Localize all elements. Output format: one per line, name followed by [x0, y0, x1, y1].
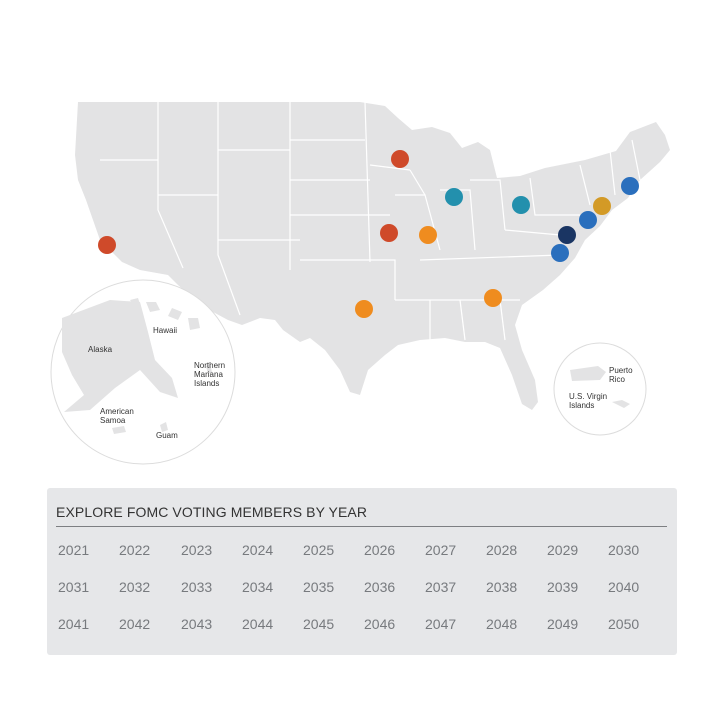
marker-cleveland[interactable]	[512, 196, 530, 214]
year-link-2042[interactable]: 2042	[119, 616, 151, 632]
year-link-2027[interactable]: 2027	[425, 542, 457, 558]
year-link-2043[interactable]: 2043	[181, 616, 213, 632]
us-map: Hawaii Alaska Northern Mariana Islands A…	[50, 101, 670, 465]
year-link-2049[interactable]: 2049	[547, 616, 579, 632]
mariana-shape	[206, 364, 212, 374]
marker-group	[98, 150, 639, 318]
year-link-2048[interactable]: 2048	[486, 616, 518, 632]
panel-divider	[56, 526, 667, 527]
label-islands: Islands	[194, 379, 219, 388]
year-explorer-panel: EXPLORE FOMC VOTING MEMBERS BY YEAR 2021…	[47, 488, 677, 655]
year-link-2039[interactable]: 2039	[547, 579, 579, 595]
label-rico: Rico	[609, 375, 626, 384]
year-link-2038[interactable]: 2038	[486, 579, 518, 595]
year-link-2031[interactable]: 2031	[58, 579, 90, 595]
year-link-2021[interactable]: 2021	[58, 542, 90, 558]
marker-board-of-governors[interactable]	[558, 226, 576, 244]
year-row: 2021 2022 2023 2024 2025 2026 2027 2028 2029 2030	[47, 542, 677, 579]
label-american: American	[100, 407, 134, 416]
year-link-2045[interactable]: 2045	[303, 616, 335, 632]
puerto-rico-shape	[570, 366, 606, 381]
marker-st-louis[interactable]	[419, 226, 437, 244]
year-link-2030[interactable]: 2030	[608, 542, 640, 558]
year-link-2047[interactable]: 2047	[425, 616, 457, 632]
year-link-2050[interactable]: 2050	[608, 616, 640, 632]
year-link-2034[interactable]: 2034	[242, 579, 274, 595]
year-row: 2031 2032 2033 2034 2035 2036 2037 2038 2039 2040	[47, 579, 677, 616]
year-grid: 2021 2022 2023 2024 2025 2026 2027 2028 2029 2030…	[47, 542, 677, 653]
year-link-2033[interactable]: 2033	[181, 579, 213, 595]
caribbean-inset	[553, 342, 647, 436]
label-alaska: Alaska	[88, 345, 113, 354]
year-link-2023[interactable]: 2023	[181, 542, 213, 558]
marker-kansas-city[interactable]	[380, 224, 398, 242]
hawaii-shape	[130, 298, 200, 330]
year-link-2029[interactable]: 2029	[547, 542, 579, 558]
guam-shape	[160, 422, 168, 432]
year-link-2026[interactable]: 2026	[364, 542, 396, 558]
year-link-2024[interactable]: 2024	[242, 542, 274, 558]
label-northern: Northern	[194, 361, 225, 370]
marker-new-york[interactable]	[593, 197, 611, 215]
year-link-2041[interactable]: 2041	[58, 616, 90, 632]
year-link-2035[interactable]: 2035	[303, 579, 335, 595]
year-link-2044[interactable]: 2044	[242, 616, 274, 632]
marker-philadelphia[interactable]	[579, 211, 597, 229]
marker-atlanta[interactable]	[484, 289, 502, 307]
panel-title: EXPLORE FOMC VOTING MEMBERS BY YEAR	[56, 504, 368, 520]
label-hawaii: Hawaii	[153, 326, 177, 335]
year-link-2046[interactable]: 2046	[364, 616, 396, 632]
label-guam: Guam	[156, 431, 178, 440]
year-link-2028[interactable]: 2028	[486, 542, 518, 558]
samoa-shape	[112, 426, 126, 434]
state-borders	[100, 101, 641, 341]
year-link-2040[interactable]: 2040	[608, 579, 640, 595]
marker-boston[interactable]	[621, 177, 639, 195]
marker-dallas[interactable]	[355, 300, 373, 318]
label-puerto: Puerto	[609, 366, 633, 375]
mainland-us-shape	[75, 102, 670, 410]
year-link-2032[interactable]: 2032	[119, 579, 151, 595]
year-link-2037[interactable]: 2037	[425, 579, 457, 595]
year-link-2025[interactable]: 2025	[303, 542, 335, 558]
year-link-2036[interactable]: 2036	[364, 579, 396, 595]
year-link-2022[interactable]: 2022	[119, 542, 151, 558]
label-mariana: Mariana	[194, 370, 223, 379]
marker-san-francisco[interactable]	[98, 236, 116, 254]
label-samoa: Samoa	[100, 416, 126, 425]
alaska-shape	[62, 300, 178, 412]
marker-richmond[interactable]	[551, 244, 569, 262]
marker-minneapolis[interactable]	[391, 150, 409, 168]
label-us-virgin: U.S. Virgin	[569, 392, 607, 401]
year-row: 2041 2042 2043 2044 2045 2046 2047 2048 2049 2050	[47, 616, 677, 653]
virgin-islands-shape	[612, 400, 630, 408]
marker-chicago[interactable]	[445, 188, 463, 206]
label-virgin-islands: Islands	[569, 401, 594, 410]
